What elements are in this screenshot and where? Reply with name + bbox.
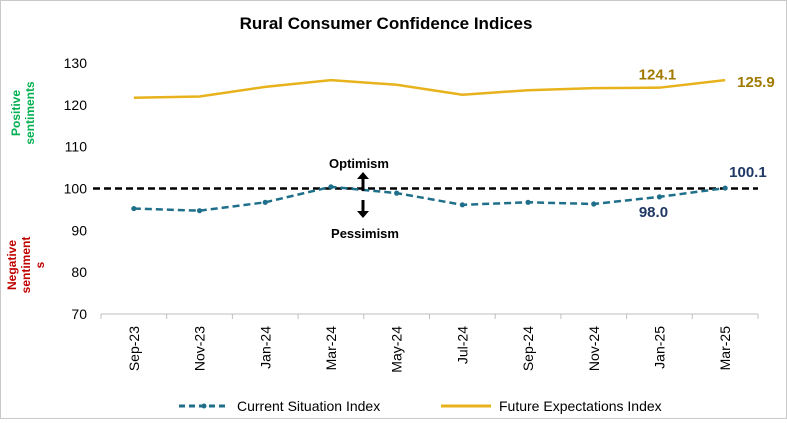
data-point-current-situation-index [394,190,400,196]
x-tick-label-sep-23: Sep-23 [126,326,142,371]
chart-title: Rural Consumer Confidence Indices [240,14,533,33]
x-tick-label-may-24: May-24 [389,326,405,373]
y-tick-label-110: 110 [65,139,88,155]
x-tick-label-mar-25: Mar-25 [717,326,733,371]
data-label-98.0: 98.0 [639,204,668,221]
data-label-125.9: 125.9 [737,74,775,91]
pessimism-label: Pessimism [331,226,399,241]
x-tick-label-nov-23: Nov-23 [192,326,208,371]
y-tick-label-80: 80 [71,264,87,280]
x-tick-label-mar-24: Mar-24 [323,326,339,371]
legend-label-current-situation: Current Situation Index [237,398,380,414]
x-tick-label-jul-24: Jul-24 [454,326,470,364]
data-label-124.1: 124.1 [639,67,677,84]
legend-item-future-expectations: Future Expectations Index [441,398,662,414]
positive-sentiments-label-line1: Positive [9,90,23,136]
y-tick-label-70: 70 [71,306,87,322]
data-point-current-situation-index [525,199,531,205]
legend-label-future-expectations: Future Expectations Index [499,398,662,414]
data-point-current-situation-index [262,199,268,205]
series-line-current-situation-index [133,185,726,212]
data-point-current-situation-index [656,194,663,200]
legend: Current Situation Index Future Expectati… [179,398,662,414]
data-point-current-situation-index [131,205,137,212]
series-line-future-expectations-index [133,78,726,99]
y-tick-label-90: 90 [71,222,87,238]
x-tick-label-jan-25: Jan-25 [651,326,667,369]
data-label-100.1: 100.1 [729,164,767,181]
negative-sentiments-label-line1: Negative [5,240,19,290]
legend-item-current-situation: Current Situation Index [179,398,380,414]
data-point-current-situation-index [328,184,334,190]
optimism-label: Optimism [329,156,389,171]
positive-sentiments-label-line2: sentiments [23,81,37,145]
data-point-current-situation-index [459,202,465,208]
plot-area: 70 80 90 100 110 120 130 Sep-23 Nov-23 Jan-24 Mar-… [64,55,775,373]
y-tick-label-120: 120 [64,97,88,113]
negative-sentiments-label-line2: sentiment [19,237,33,294]
data-point-current-situation-index [722,185,728,191]
y-tick-label-130: 130 [64,55,88,71]
x-tick-label-sep-24: Sep-24 [520,326,536,371]
data-point-current-situation-index [591,201,597,207]
y-tick-label-100: 100 [64,181,88,197]
up-arrow-icon [357,172,369,191]
x-tick-label-jan-24: Jan-24 [257,326,273,369]
data-point-current-situation-index [196,208,203,214]
negative-sentiments-label-line3: s [33,261,47,268]
x-tick-label-nov-24: Nov-24 [586,326,602,371]
down-arrow-icon [357,200,369,218]
